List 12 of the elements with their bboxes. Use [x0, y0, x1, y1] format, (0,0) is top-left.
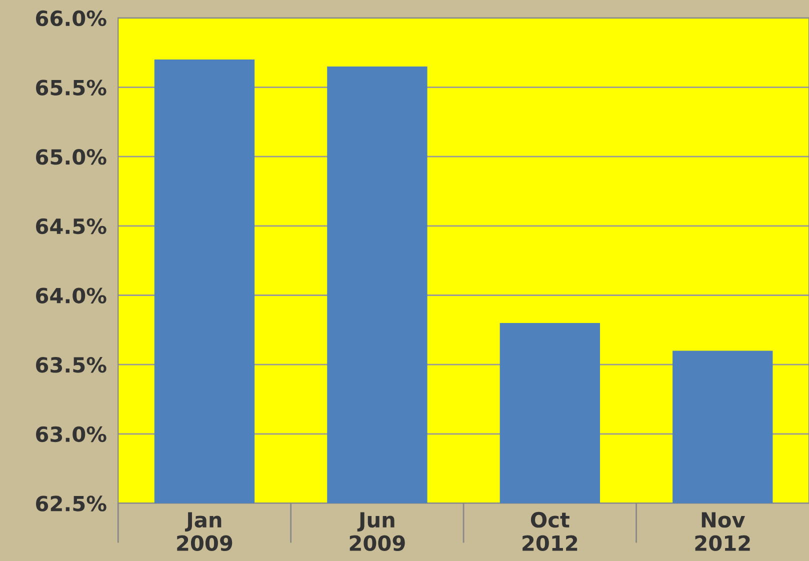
- y-tick-label: 63.5%: [36, 357, 106, 373]
- y-tick-label: 62.5%: [36, 496, 106, 512]
- y-tick-label: 65.5%: [36, 80, 106, 96]
- y-tick-label: 66.0%: [36, 10, 106, 26]
- y-tick-label: 65.0%: [36, 149, 106, 165]
- y-tick-label: 63.0%: [36, 426, 106, 442]
- x-tick-label: Nov 2012: [695, 512, 750, 552]
- x-tick-label: Jan 2009: [177, 512, 232, 552]
- y-tick-label: 64.5%: [36, 218, 106, 234]
- y-tick-label: 64.0%: [36, 288, 106, 304]
- x-tick-label: Oct 2012: [522, 512, 578, 552]
- x-tick-label: Jun 2009: [350, 512, 405, 552]
